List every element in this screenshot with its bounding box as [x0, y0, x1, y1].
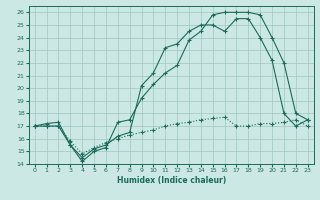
- X-axis label: Humidex (Indice chaleur): Humidex (Indice chaleur): [116, 176, 226, 185]
